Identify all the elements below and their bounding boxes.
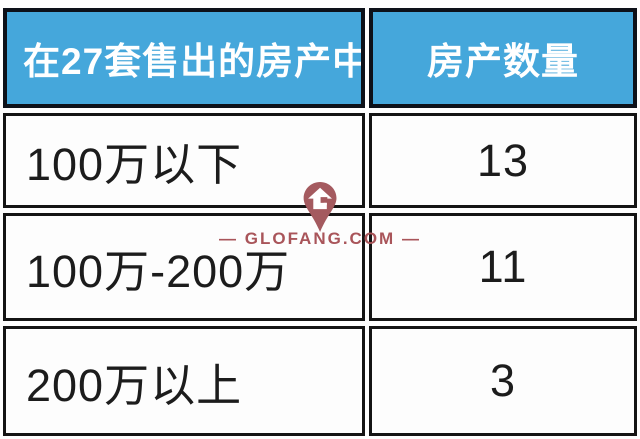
table-row-value: 3 xyxy=(369,326,637,436)
table-row-label: 100万-200万 xyxy=(3,213,365,321)
table-row-label: 200万以上 xyxy=(3,326,365,436)
property-table: 在27套售出的房产中 房产数量 100万以下 13 100万-200万 11 2… xyxy=(3,8,637,436)
header-cell-count: 房产数量 xyxy=(369,8,637,108)
table-row-value: 13 xyxy=(369,113,637,208)
table-row-value: 11 xyxy=(369,213,637,321)
header-cell-category: 在27套售出的房产中 xyxy=(3,8,365,108)
table-row-label: 100万以下 xyxy=(3,113,365,208)
